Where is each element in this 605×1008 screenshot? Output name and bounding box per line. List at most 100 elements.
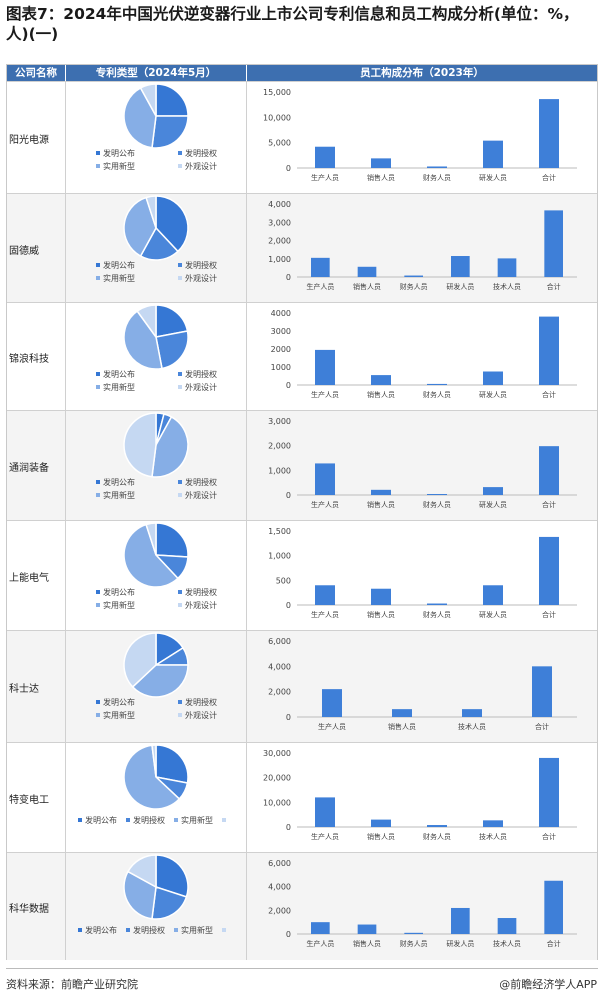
- y-tick-label: 30,000: [263, 749, 291, 758]
- legend-marker: [178, 151, 182, 155]
- legend-marker: [96, 590, 100, 594]
- column-divider: [65, 82, 66, 194]
- legend-marker: [96, 700, 100, 704]
- x-tick-label: 技术人员: [493, 939, 521, 948]
- x-tick-label: 研发人员: [479, 390, 507, 399]
- x-tick-label: 合计: [547, 282, 561, 291]
- legend-label: 发明公布: [85, 925, 117, 935]
- pie-slice: [123, 523, 179, 588]
- legend-marker: [96, 164, 100, 168]
- header-patent: 专利类型（2024年5月）: [66, 65, 246, 81]
- x-tick-label: 生产人员: [311, 173, 339, 182]
- column-divider: [65, 631, 66, 743]
- x-tick-label: 财务人员: [423, 610, 451, 619]
- bar: [483, 140, 503, 168]
- legend-marker: [96, 493, 100, 497]
- bar: [371, 588, 391, 605]
- legend-marker: [96, 263, 100, 267]
- bar: [404, 275, 423, 277]
- x-tick-label: 生产人员: [311, 832, 339, 841]
- legend-label: 发明公布: [103, 369, 135, 379]
- x-tick-label: 销售人员: [353, 939, 381, 948]
- x-tick-label: 财务人员: [423, 173, 451, 182]
- company-name: 上能电气: [9, 573, 49, 584]
- column-divider: [246, 194, 247, 303]
- x-tick-label: 财务人员: [400, 282, 428, 291]
- company-row: 特变电工 发明公布 发明授权 实用新型 30,000 20,000 10,000 0 生产人员 销…: [7, 742, 597, 853]
- y-tick-label: 2,000: [268, 906, 291, 915]
- pie-slice: [151, 415, 189, 478]
- legend-label: 外观设计: [185, 273, 217, 283]
- legend-label: 发明公布: [103, 477, 135, 487]
- y-tick-label: 0: [286, 491, 291, 500]
- x-tick-label: 研发人员: [479, 610, 507, 619]
- column-divider: [65, 853, 66, 960]
- legend-marker: [96, 480, 100, 484]
- y-tick-label: 500: [276, 576, 291, 585]
- legend-label: 发明授权: [185, 587, 217, 597]
- x-tick-label: 研发人员: [479, 500, 507, 509]
- legend-label: 发明授权: [185, 260, 217, 270]
- bar: [427, 825, 447, 827]
- staff-bar-chart: 15,000 10,000 5,000 0 生产人员 销售人员 财务人员 研发人员 合计: [263, 88, 577, 182]
- bar: [539, 536, 559, 605]
- company-name: 特变电工: [9, 795, 49, 806]
- pie-slice: [123, 196, 157, 258]
- legend-marker: [96, 385, 100, 389]
- x-tick-label: 合计: [542, 610, 556, 619]
- bar: [427, 603, 447, 605]
- staff-bar-chart: 4000 3000 2000 1000 0 生产人员 销售人员 财务人员 研发人员 合计: [271, 309, 577, 399]
- bar: [532, 666, 552, 717]
- page-title: 图表7：2024年中国光伏逆变器行业上市公司专利信息和员工构成分析(单位：%，人…: [6, 5, 579, 43]
- legend-marker: [178, 385, 182, 389]
- legend-label: 外观设计: [185, 710, 217, 720]
- legend-label: 发明公布: [103, 260, 135, 270]
- company-row: 固德威 发明公布 发明授权 实用新型 外观设计 4,000 3,000 2,000 1,000 0…: [7, 193, 597, 303]
- bar: [451, 256, 470, 277]
- bar: [451, 907, 470, 934]
- bar: [462, 709, 482, 717]
- legend-marker: [126, 928, 130, 932]
- y-tick-label: 5,000: [268, 139, 291, 148]
- x-tick-label: 销售人员: [367, 832, 395, 841]
- legend-marker: [178, 480, 182, 484]
- staff-bar-chart: 6,000 4,000 2,000 0 生产人员 销售人员 技术人员 合计: [268, 637, 577, 731]
- pie-slice: [151, 744, 157, 778]
- x-tick-label: 合计: [542, 173, 556, 182]
- company-name: 科华数据: [9, 903, 49, 915]
- legend-marker: [78, 928, 82, 932]
- legend-label: 实用新型: [181, 815, 213, 825]
- y-tick-label: 3,000: [268, 417, 291, 426]
- x-tick-label: 生产人员: [306, 282, 334, 291]
- pie-slice: [123, 632, 157, 688]
- legend-label: 发明授权: [185, 369, 217, 379]
- legend-label: 外观设计: [185, 490, 217, 500]
- legend-marker: [178, 590, 182, 594]
- legend-label: 发明授权: [133, 925, 165, 935]
- bar: [392, 709, 412, 717]
- legend-marker: [222, 928, 226, 932]
- pie-slice: [155, 522, 189, 558]
- legend-label: 发明授权: [185, 477, 217, 487]
- data-table: 公司名称 专利类型（2024年5月） 员工构成分布（2023年） 阳光电源 发明公…: [6, 64, 598, 960]
- y-tick-label: 3,000: [268, 218, 291, 227]
- pie-slice: [131, 664, 189, 698]
- legend-label: 发明公布: [85, 815, 117, 825]
- legend-label: 实用新型: [103, 382, 135, 392]
- y-tick-label: 0: [286, 273, 291, 282]
- legend-label: 实用新型: [103, 490, 135, 500]
- legend-label: 实用新型: [103, 161, 135, 171]
- y-tick-label: 0: [286, 713, 291, 722]
- legend-marker: [96, 151, 100, 155]
- x-tick-label: 销售人员: [353, 282, 381, 291]
- legend-marker: [178, 372, 182, 376]
- pie-slice: [155, 304, 189, 338]
- legend-label: 外观设计: [185, 382, 217, 392]
- bar: [404, 932, 423, 934]
- source-note: 资料来源：前瞻产业研究院: [6, 978, 138, 991]
- bar: [322, 689, 342, 717]
- staff-bar-chart: 1,500 1,000 500 0 生产人员 销售人员 财务人员 研发人员 合计: [268, 527, 577, 619]
- bar: [371, 375, 391, 385]
- x-tick-label: 技术人员: [493, 282, 521, 291]
